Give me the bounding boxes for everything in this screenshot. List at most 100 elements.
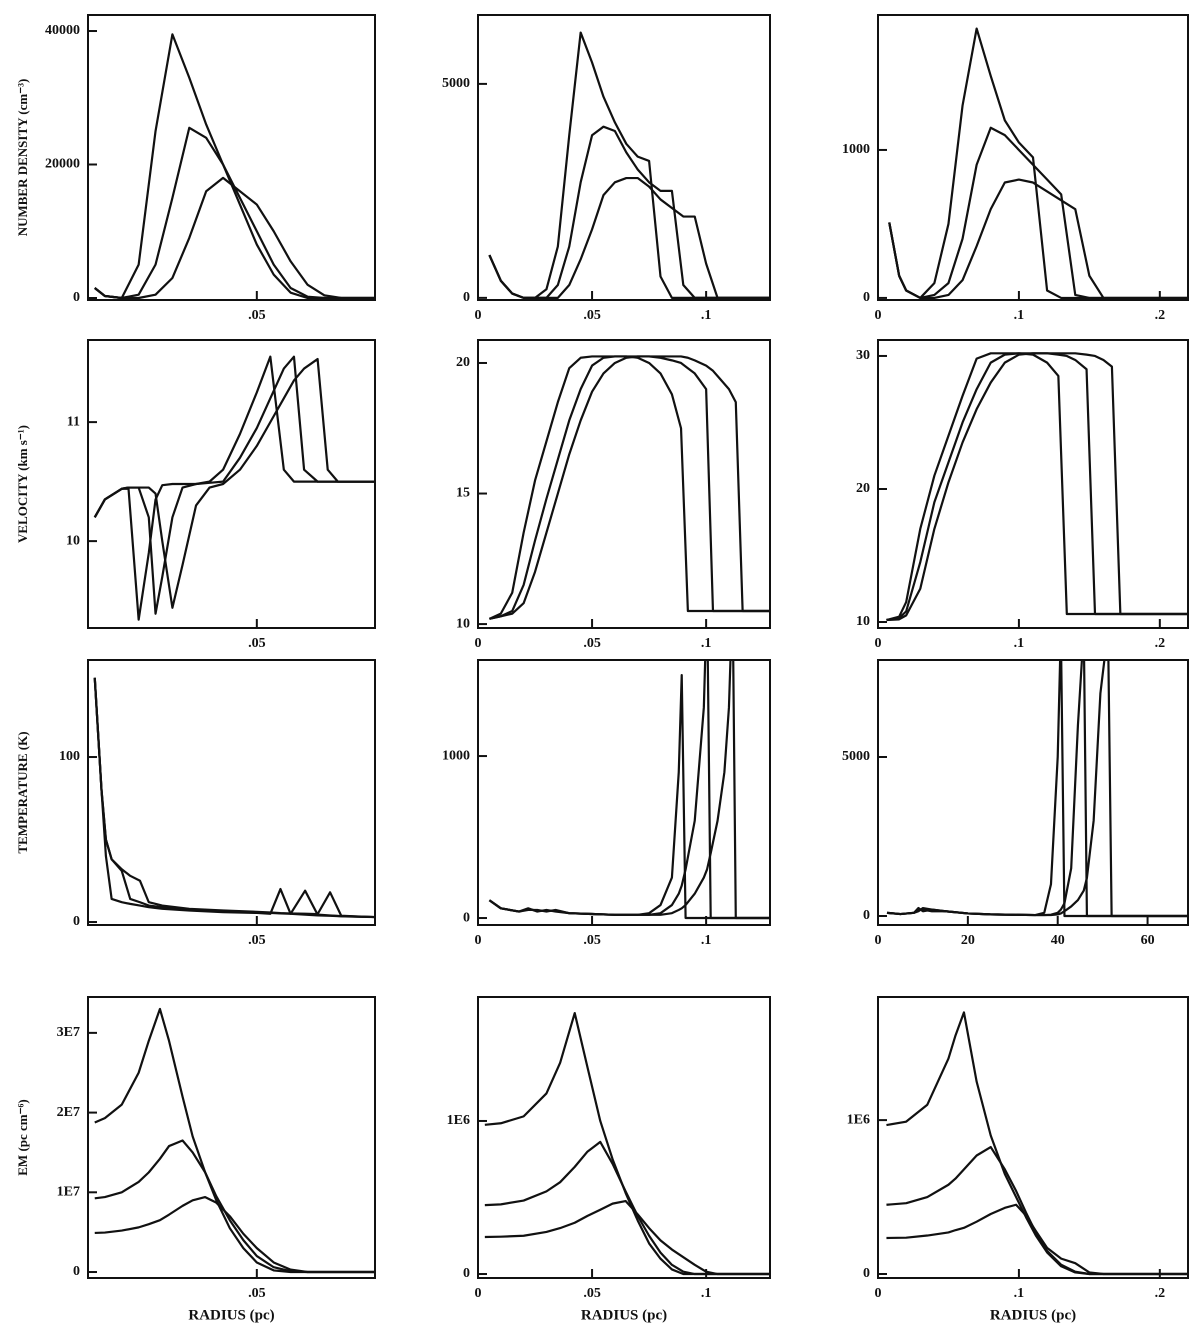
panel: .05 0 1E7 2E7 3E7 EM (pc cm⁻⁶) RADIUS (pc) — [15, 996, 376, 1323]
x-tick-label: .1 — [701, 308, 712, 323]
curve — [93, 355, 375, 615]
y-tick-label: 10 — [66, 533, 80, 548]
y-tick-label: 5000 — [842, 749, 870, 764]
x-tick-label: .05 — [583, 933, 601, 948]
y-tick-label: 0 — [463, 1266, 470, 1281]
x-axis-label: RADIUS (pc) — [581, 1307, 667, 1323]
panel: 0 .1 .2 0 1000 — [842, 14, 1189, 323]
curve — [888, 27, 1188, 300]
plot-area — [886, 660, 1188, 918]
axes-frame — [877, 996, 1189, 1279]
plot-area — [886, 352, 1188, 622]
curve — [886, 660, 1188, 918]
axes-frame — [877, 14, 1189, 301]
plot-area — [93, 677, 375, 919]
x-tick-label: .05 — [583, 308, 601, 323]
x-tick-label: .2 — [1155, 636, 1166, 651]
x-axis-label: RADIUS (pc) — [990, 1307, 1076, 1323]
x-tick-label: .1 — [701, 933, 712, 948]
panel: .05 0 100 TEMPERATURE (K) — [15, 659, 376, 948]
panel: 0 .05 .1 0 5000 — [442, 14, 771, 323]
panel: 0 20 40 60 0 5000 — [842, 659, 1189, 948]
y-tick-label: 0 — [73, 914, 80, 929]
panel: 0 .1 .2 10 20 30 — [856, 339, 1189, 651]
axes-frame — [877, 339, 1189, 629]
x-tick-label: .05 — [248, 308, 266, 323]
plot-area — [488, 31, 770, 299]
curve — [888, 178, 1188, 300]
curve — [93, 677, 375, 919]
y-tick-label: 40000 — [45, 23, 80, 38]
curve — [886, 1203, 1188, 1276]
x-tick-label: 0 — [875, 1286, 882, 1301]
y-tick-label: 20000 — [45, 157, 80, 172]
x-tick-label: 60 — [1141, 933, 1155, 948]
panel: 0 .05 .1 10 15 20 — [456, 339, 771, 651]
y-tick-label: 2E7 — [57, 1105, 80, 1120]
curve — [489, 355, 770, 620]
curve — [886, 352, 1188, 622]
x-tick-label: .05 — [248, 933, 266, 948]
curve — [488, 660, 770, 920]
y-axis-label: EM (pc cm⁻⁶) — [15, 1099, 30, 1175]
panel: 0 .05 .1 0 1000 — [442, 659, 771, 948]
curve — [93, 677, 375, 919]
x-axis-label: RADIUS (pc) — [188, 1307, 274, 1323]
curve — [488, 176, 770, 299]
axes-frame — [477, 659, 771, 926]
x-tick-label: .1 — [701, 1286, 712, 1301]
curve — [94, 126, 375, 300]
curve — [484, 1199, 770, 1276]
y-tick-label: 20 — [456, 355, 470, 370]
y-tick-label: 5000 — [442, 76, 470, 91]
x-tick-label: .05 — [248, 636, 266, 651]
x-tick-label: .05 — [583, 636, 601, 651]
curve — [94, 1195, 375, 1274]
y-tick-label: 30 — [856, 348, 870, 363]
x-tick-label: 0 — [475, 933, 482, 948]
curve — [886, 352, 1188, 622]
axes-frame — [87, 659, 376, 926]
x-tick-label: 0 — [475, 1286, 482, 1301]
plot-area — [94, 1007, 375, 1274]
y-tick-label: 0 — [863, 290, 870, 305]
plot-area — [94, 33, 375, 300]
y-tick-label: 100 — [59, 749, 80, 764]
x-tick-label: .2 — [1155, 1286, 1166, 1301]
x-tick-label: .1 — [1014, 1286, 1025, 1301]
y-tick-label: 0 — [73, 1264, 80, 1279]
axes-frame — [87, 14, 376, 301]
y-tick-label: 1000 — [442, 748, 470, 763]
x-tick-label: 0 — [875, 636, 882, 651]
axes-frame — [477, 339, 771, 629]
curve — [488, 125, 770, 299]
y-tick-label: 1000 — [842, 142, 870, 157]
x-tick-label: 0 — [475, 308, 482, 323]
curve — [488, 31, 770, 299]
axes-frame — [87, 339, 376, 629]
plot-area — [484, 1011, 770, 1276]
x-tick-label: .1 — [1014, 308, 1025, 323]
y-tick-label: 11 — [67, 414, 80, 429]
plot-area — [488, 660, 770, 920]
curve — [488, 660, 770, 920]
y-tick-label: 1E6 — [447, 1113, 470, 1128]
panel: 0 .1 .2 0 1E6 RADIUS (pc) — [847, 996, 1189, 1323]
curve — [886, 1145, 1188, 1276]
x-tick-label: .05 — [583, 1286, 601, 1301]
x-tick-label: 0 — [875, 308, 882, 323]
x-tick-label: 0 — [475, 636, 482, 651]
panel: .05 10 11 VELOCITY (km s⁻¹) — [15, 339, 376, 651]
axes-frame — [477, 996, 771, 1279]
curve — [94, 1007, 375, 1274]
axes-frame — [477, 14, 771, 301]
y-tick-label: 1E7 — [57, 1185, 80, 1200]
curve — [94, 33, 375, 300]
y-tick-label: 15 — [456, 486, 470, 501]
plot-area — [93, 355, 375, 621]
y-tick-label: 0 — [73, 290, 80, 305]
y-axis-label: VELOCITY (km s⁻¹) — [15, 425, 30, 543]
y-tick-label: 10 — [456, 616, 470, 631]
x-tick-label: 0 — [875, 933, 882, 948]
